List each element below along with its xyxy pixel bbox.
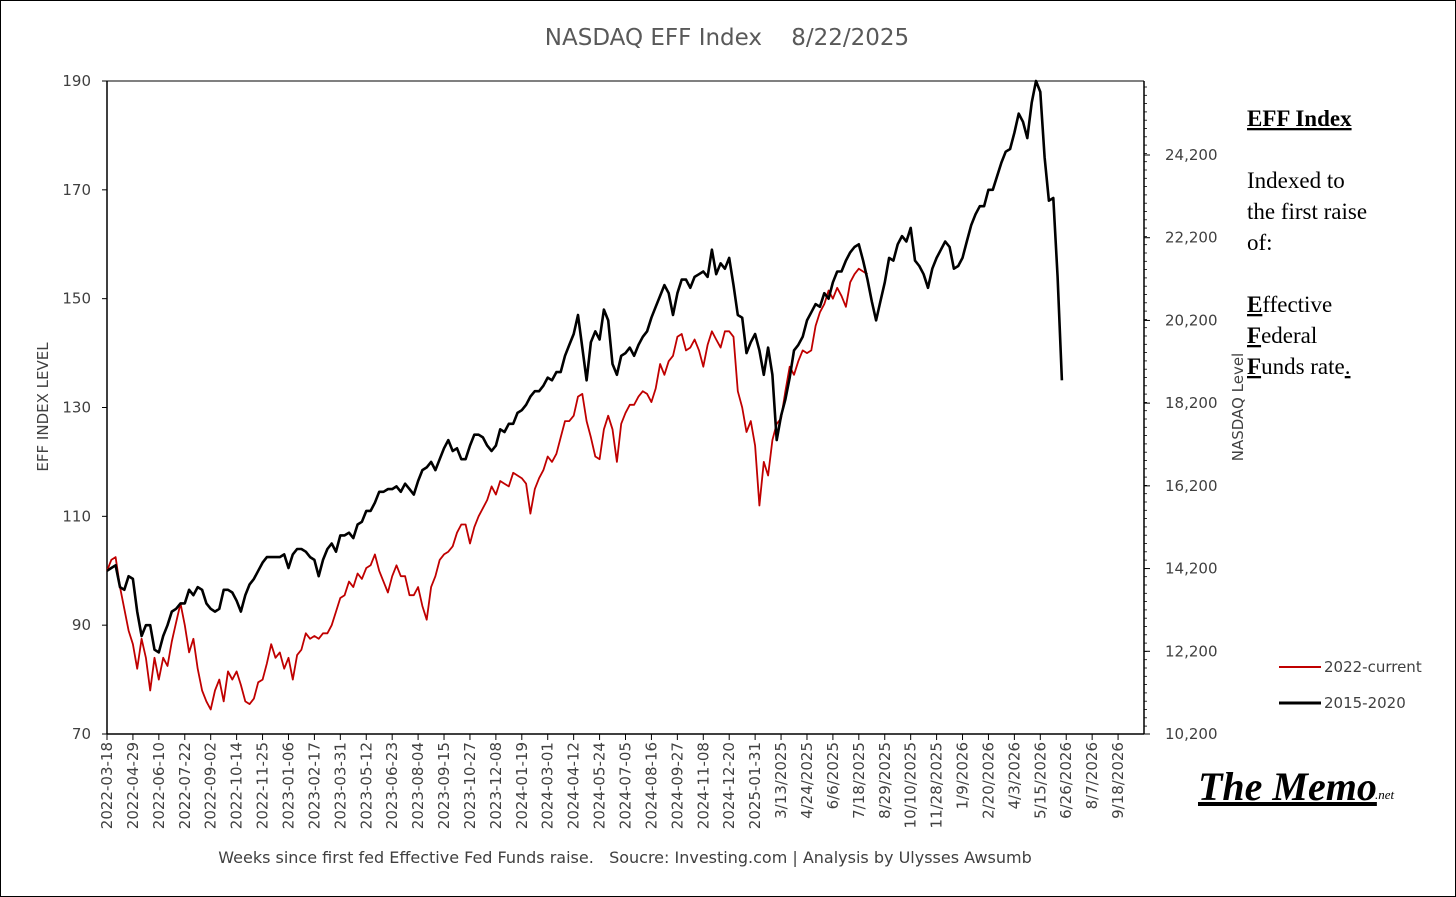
x-tick-label: 1/9/2026 — [954, 742, 972, 809]
y2-tick-label: 10,200 — [1165, 725, 1218, 743]
x-tick-label: 2025-01-31 — [746, 742, 764, 829]
x-tick-label: 8/29/2025 — [876, 742, 894, 819]
x-axis-label: Weeks since first fed Effective Fed Fund… — [218, 848, 1031, 867]
acronym-initial: F — [1247, 323, 1261, 348]
x-tick-label: 10/10/2025 — [902, 742, 920, 828]
x-tick-label: 2022-10-14 — [228, 742, 246, 829]
x-tick-label: 5/15/2026 — [1031, 742, 1049, 819]
x-axis-ticks: 2022-03-18 2022-04-29 2022-06-10 2022-07-22… — [98, 734, 1127, 829]
annotation-line: Indexed to — [1247, 168, 1345, 193]
x-tick-label: 2022-06-10 — [150, 742, 168, 829]
legend-label: 2022-current — [1324, 658, 1422, 676]
x-tick-label: 2022-09-02 — [202, 742, 220, 829]
x-tick-label: 2023-01-06 — [279, 742, 297, 829]
legend-label: 2015-2020 — [1324, 694, 1406, 712]
brand-logo: The Memo .net — [1198, 764, 1395, 809]
x-tick-label: 2024-11-08 — [694, 742, 712, 829]
x-tick-label: 8/7/2026 — [1083, 742, 1101, 809]
x-tick-label: 2024-04-12 — [565, 742, 583, 829]
acronym-rest: ffective — [1262, 292, 1332, 317]
y2-tick-label: 18,200 — [1165, 394, 1218, 412]
series-group — [106, 79, 1064, 711]
brand-name: The Memo — [1198, 764, 1377, 809]
y2-axis-ticks: 24,200 22,200 20,200 18,200 16,200 14,200 12,2… — [1144, 86, 1218, 743]
y2-axis-label: NASDAQ Level — [1229, 353, 1247, 461]
annotation-acronym-line: Effective — [1247, 292, 1332, 317]
x-tick-label: 2024-07-05 — [617, 742, 635, 829]
x-tick-label: 2023-09-15 — [435, 742, 453, 829]
series-line-2015-2020 — [106, 79, 1064, 654]
acronym-rest: ederal — [1261, 323, 1317, 348]
x-tick-label: 2022-07-22 — [176, 742, 194, 829]
x-tick-label: 2023-05-12 — [357, 742, 375, 829]
annotation-acronym-line: Federal — [1247, 323, 1317, 348]
y-axis-label: EFF INDEX LEVEL — [34, 342, 52, 472]
acronym-initial: E — [1247, 292, 1262, 317]
y2-tick-label: 12,200 — [1165, 642, 1218, 660]
x-tick-label: 2023-03-31 — [331, 742, 349, 829]
y2-tick-label: 24,200 — [1165, 146, 1218, 164]
y-tick-label: 110 — [62, 507, 91, 525]
x-tick-label: 2023-06-23 — [383, 742, 401, 829]
x-tick-label: 4/3/2026 — [1005, 742, 1023, 809]
x-tick-label: 6/6/2025 — [824, 742, 842, 809]
y-tick-label: 90 — [72, 616, 91, 634]
y-tick-label: 130 — [62, 399, 91, 417]
acronym-trail: . — [1345, 354, 1351, 379]
annotation-line: of: — [1247, 230, 1273, 255]
x-tick-label: 11/28/2025 — [928, 742, 946, 828]
y2-tick-label: 16,200 — [1165, 477, 1218, 495]
y-tick-label: 170 — [62, 181, 91, 199]
x-tick-label: 2024-12-20 — [720, 742, 738, 829]
x-tick-label: 2023-02-17 — [305, 742, 323, 829]
annotation-box: EFF Index Indexed to the first raise of:… — [1247, 106, 1367, 379]
x-tick-label: 2024-09-27 — [668, 742, 686, 829]
y2-tick-label: 14,200 — [1165, 560, 1218, 578]
y-axis-ticks: 190 170 150 130 110 90 70 — [62, 72, 107, 743]
acronym-initial: F — [1247, 354, 1261, 379]
x-tick-label: 2024-03-01 — [539, 742, 557, 829]
x-tick-label: 2024-08-16 — [642, 742, 660, 829]
y-tick-label: 150 — [62, 290, 91, 308]
x-tick-label: 2/20/2026 — [979, 742, 997, 819]
x-tick-label: 3/13/2025 — [772, 742, 790, 819]
annotation-heading: EFF Index — [1247, 106, 1352, 131]
acronym-rest: unds rate — [1261, 354, 1345, 379]
x-tick-label: 2024-05-24 — [591, 742, 609, 829]
x-tick-label: 2022-04-29 — [124, 742, 142, 829]
y-tick-label: 190 — [62, 72, 91, 90]
y2-tick-label: 20,200 — [1165, 311, 1218, 329]
series-line-2022-current — [106, 267, 868, 711]
x-tick-label: 9/18/2026 — [1109, 742, 1127, 819]
x-tick-label: 4/24/2025 — [798, 742, 816, 819]
annotation-acronym-line: Funds rate. — [1247, 354, 1350, 379]
plot-area — [106, 80, 1145, 735]
x-tick-label: 6/26/2026 — [1057, 742, 1075, 819]
x-tick-label: 2023-08-04 — [409, 742, 427, 829]
brand-suffix: .net — [1375, 787, 1395, 802]
y-tick-label: 70 — [72, 725, 91, 743]
annotation-line: the first raise — [1247, 199, 1367, 224]
y2-tick-label: 22,200 — [1165, 229, 1218, 247]
legend: 2022-current 2015-2020 — [1279, 658, 1422, 712]
x-tick-label: 2022-03-18 — [98, 742, 116, 829]
x-tick-label: 2022-11-25 — [254, 742, 272, 829]
chart-title: NASDAQ EFF Index 8/22/2025 — [545, 25, 909, 51]
x-tick-label: 2024-01-19 — [513, 742, 531, 829]
x-tick-label: 7/18/2025 — [850, 742, 868, 819]
x-tick-label: 2023-12-08 — [487, 742, 505, 829]
x-tick-label: 2023-10-27 — [461, 742, 479, 829]
